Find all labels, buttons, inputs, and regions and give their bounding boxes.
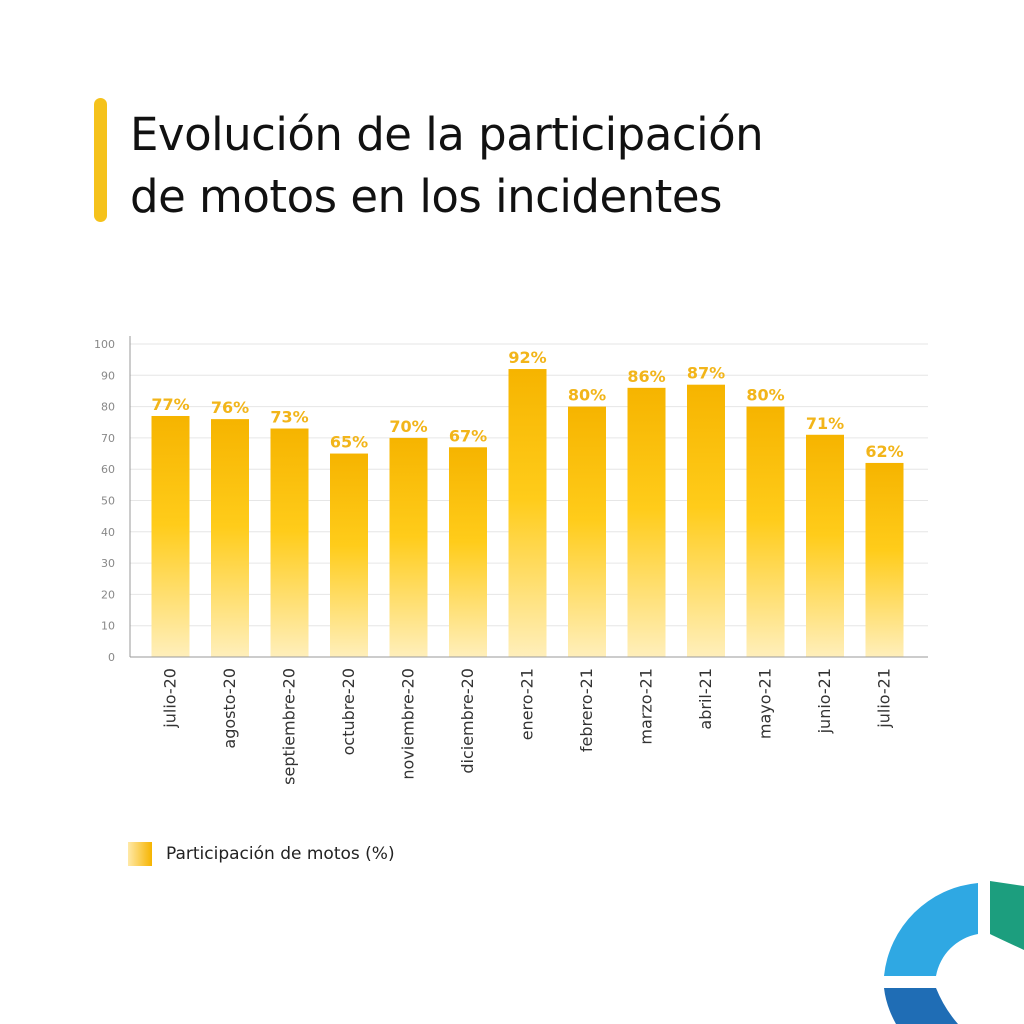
- brand-logo: [884, 881, 1024, 1024]
- data-label: 62%: [865, 442, 903, 461]
- bar-octubre-20: [330, 453, 368, 657]
- x-tick-label: octubre-20: [339, 668, 358, 755]
- legend-swatch: [128, 842, 152, 866]
- x-tick-label: septiembre-20: [280, 668, 299, 785]
- y-tick-label: 100: [94, 338, 115, 351]
- data-label: 86%: [627, 367, 665, 386]
- bars: [151, 369, 904, 657]
- logo-arc-blue: [884, 883, 978, 976]
- chart-title-line1: Evolución de la participación: [130, 108, 764, 161]
- x-tick-label: agosto-20: [220, 668, 239, 749]
- bar-febrero-21: [568, 406, 606, 657]
- x-tick-label: junio-21: [815, 668, 834, 734]
- bar-julio-21: [865, 462, 904, 657]
- bar-agosto-20: [211, 419, 249, 657]
- legend: Participación de motos (%): [128, 842, 395, 866]
- y-tick-label: 70: [101, 432, 115, 445]
- bar-abril-21: [687, 384, 725, 657]
- data-label: 80%: [568, 386, 606, 405]
- bar-enero-21: [508, 369, 547, 657]
- chart-title: Evolución de la participación de motos e…: [130, 104, 764, 228]
- chart-title-line2: de motos en los incidentes: [130, 170, 722, 223]
- bar-marzo-21: [627, 387, 666, 657]
- y-tick-label: 80: [101, 401, 115, 414]
- bar-mayo-21: [746, 406, 785, 657]
- x-tick-label: mayo-21: [756, 668, 775, 739]
- bar-septiembre-20: [270, 428, 309, 657]
- y-tick-label: 90: [101, 369, 115, 382]
- data-label: 65%: [330, 433, 368, 452]
- data-labels: 77% 76% 73% 65% 70% 67% 92% 80% 86% 87% 80% 71% 62%: [151, 348, 903, 461]
- y-tick-label: 40: [101, 526, 115, 539]
- data-label: 70%: [389, 417, 427, 436]
- data-label: 67%: [449, 426, 487, 445]
- x-tick-label: julio-21: [875, 668, 894, 729]
- x-tick-label: abril-21: [696, 668, 715, 730]
- y-tick-label: 60: [101, 463, 115, 476]
- bar-julio-20: [151, 415, 190, 657]
- x-tick-label: noviembre-20: [399, 668, 418, 780]
- data-label: 77%: [151, 395, 189, 414]
- title-accent-bar: [94, 98, 107, 222]
- x-tick-label: julio-20: [161, 668, 180, 729]
- bar-junio-21: [806, 434, 844, 657]
- y-tick-label: 30: [101, 557, 115, 570]
- bar-diciembre-20: [449, 447, 487, 657]
- x-tick-label: febrero-21: [577, 668, 596, 752]
- x-axis-ticks: julio-20 agosto-20 septiembre-20 octubre-20…: [161, 668, 894, 785]
- y-tick-label: 10: [101, 620, 115, 633]
- legend-label: Participación de motos (%): [166, 844, 395, 864]
- y-tick-label: 50: [101, 495, 115, 508]
- y-tick-label: 0: [108, 651, 115, 664]
- data-label: 76%: [211, 398, 249, 417]
- y-axis-ticks: 0 10 20 30 40 50 60 70 80 90 100: [94, 338, 115, 664]
- x-tick-label: marzo-21: [637, 668, 656, 745]
- y-tick-label: 20: [101, 588, 115, 601]
- bar-noviembre-20: [389, 437, 428, 657]
- logo-arc-dark-blue: [884, 988, 958, 1024]
- data-label: 87%: [687, 364, 725, 383]
- data-label: 73%: [270, 408, 308, 427]
- x-tick-label: diciembre-20: [458, 668, 477, 774]
- bar-chart: 0 10 20 30 40 50 60 70 80 90 100 77% 76% 73% 65% 70% 67…: [94, 336, 928, 785]
- x-tick-label: enero-21: [518, 668, 537, 740]
- data-label: 71%: [806, 414, 844, 433]
- data-label: 80%: [746, 386, 784, 405]
- logo-arc-green: [990, 881, 1024, 950]
- data-label: 92%: [508, 348, 546, 367]
